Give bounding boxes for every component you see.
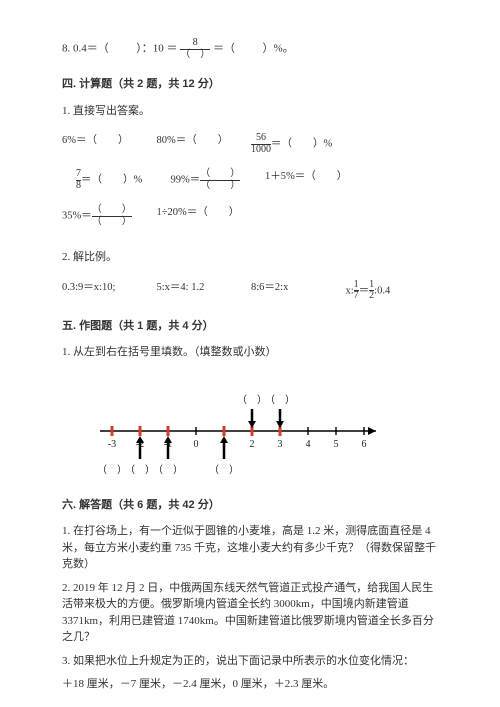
calc-item: 80%＝（ ）: [157, 133, 252, 155]
svg-text:（ ）: （ ）: [237, 394, 267, 406]
number-line-figure: -3-2-10123456（ ）（ ）（ ）（ ）（ ）（ ）: [62, 381, 440, 481]
q8-blank2: [238, 43, 260, 55]
sec6-body: 1. 在打谷场上，有一个近似于圆锥的小麦堆，高是 1.2 米，测得底面直径是 4…: [62, 523, 440, 693]
svg-text:2: 2: [250, 439, 255, 450]
calc-item: 35%＝ （ ） （ ）: [62, 205, 157, 227]
calc-item: 1＋5%＝（ ）: [265, 169, 360, 191]
q8-lead: 8. 0.4＝（: [62, 43, 109, 55]
calc-item: 99%＝ （ ） （ ）: [171, 169, 266, 191]
svg-text:0: 0: [194, 439, 199, 450]
sec4-q1-label: 1. 直接写出答案。: [62, 103, 440, 120]
svg-text:6: 6: [362, 439, 367, 450]
number-line-svg: -3-2-10123456（ ）（ ）（ ）（ ）（ ）（ ）: [86, 381, 416, 481]
section-5-title: 五. 作图题（共 1 题，共 4 分）: [62, 318, 440, 335]
q8-mid2: ＝（: [213, 43, 235, 55]
calc-fraction: （ ） （ ）: [200, 169, 240, 191]
ratio-item: 5:x＝4: 1.2: [157, 280, 252, 302]
q8-tail: ）%。: [263, 43, 294, 55]
sec4-q2-label: 2. 解比例。: [62, 249, 440, 266]
svg-text:（ ）: （ ）: [265, 394, 295, 406]
section-6-title: 六. 解答题（共 6 题，共 42 分）: [62, 497, 440, 514]
calc-item: 1÷20%＝（ ）: [157, 205, 252, 227]
calc-item: 6%＝（ ）: [62, 133, 157, 155]
q8-fraction: 8 （ ）: [180, 38, 210, 60]
sec6-q3: 3. 如果把水位上升规定为正的，说出下面记录中所表示的水位变化情况：: [62, 653, 440, 670]
calc-fraction: （ ） （ ）: [92, 205, 132, 227]
sec6-q2: 2. 2019 年 12 月 2 日，中俄两国东线天然气管道正式投产通气，给我国…: [62, 580, 440, 646]
svg-text:4: 4: [306, 439, 311, 450]
svg-text:（ ）: （ ）: [97, 464, 127, 476]
ratio-item: 0.3:9＝x:10;: [62, 280, 157, 302]
sec6-q3-data: ＋18 厘米，－7 厘米，－2.4 厘米，0 厘米，＋2.3 厘米。: [62, 676, 440, 693]
calc-grid: 6%＝（ ） 80%＝（ ） 56 1000 ＝（ ）% 7 8 ＝（ ）% 9…: [62, 133, 440, 241]
q8-mid1: ）：10 ＝: [136, 43, 180, 55]
svg-text:（ ）: （ ）: [153, 464, 183, 476]
ratio-item: 8:6＝2:x: [251, 280, 346, 302]
svg-text:3: 3: [278, 439, 283, 450]
svg-text:（ ）: （ ）: [125, 464, 155, 476]
sec6-q1: 1. 在打谷场上，有一个近似于圆锥的小麦堆，高是 1.2 米，测得底面直径是 4…: [62, 523, 440, 573]
calc-item: 7 8 ＝（ ）%: [62, 169, 171, 191]
ratio-grid: 0.3:9＝x:10; 5:x＝4: 1.2 8:6＝2:x x: 1 7 ＝ …: [62, 280, 440, 302]
svg-text:-3: -3: [108, 439, 116, 450]
svg-text:5: 5: [334, 439, 339, 450]
ratio-item: x: 1 7 ＝ 1 2 :0.4: [346, 280, 441, 302]
q8-blank: [112, 43, 134, 55]
section-4-title: 四. 计算题（共 2 题，共 12 分）: [62, 76, 440, 93]
calc-item: 56 1000 ＝（ ）%: [251, 133, 346, 155]
svg-text:（ ）: （ ）: [209, 464, 239, 476]
question-8: 8. 0.4＝（ ）：10 ＝ 8 （ ） ＝（ ）%。: [62, 38, 440, 60]
calc-fraction: 56 1000: [251, 133, 271, 155]
sec5-q1: 1. 从左到右在括号里填数。（填整数或小数）: [62, 344, 440, 361]
